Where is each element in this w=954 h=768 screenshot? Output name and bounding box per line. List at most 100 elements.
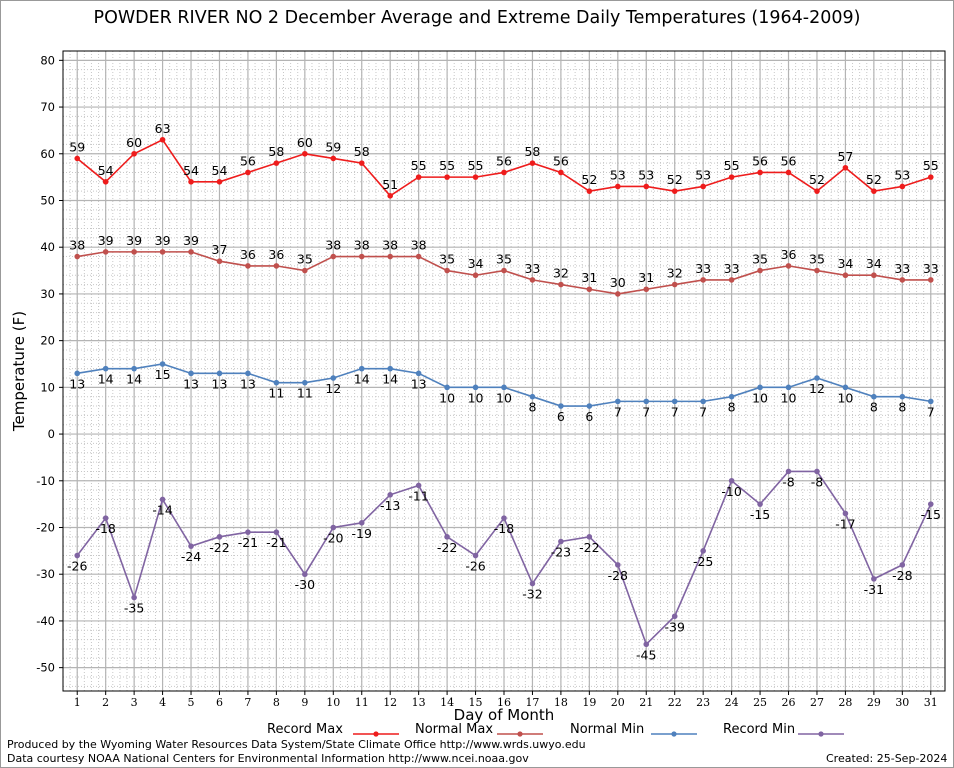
- data-label-normal-min: 7: [671, 404, 679, 419]
- x-tick-label: 9: [301, 696, 308, 709]
- x-tick-label: 11: [355, 696, 369, 709]
- data-point-record-max: [415, 174, 422, 180]
- data-point-record-max: [842, 164, 849, 171]
- data-label-normal-max: 39: [183, 233, 199, 248]
- data-label-normal-min: 10: [468, 390, 484, 405]
- data-point-record-min: [102, 515, 109, 521]
- x-tick-label: 23: [696, 696, 710, 709]
- data-point-record-min: [700, 548, 706, 554]
- data-point-record-min: [415, 482, 422, 489]
- data-label-record-min: -45: [636, 647, 656, 662]
- x-tick-label: 28: [838, 696, 852, 709]
- data-point-normal-max: [216, 258, 223, 265]
- x-tick-label: 22: [668, 696, 682, 709]
- data-label-record-max: 52: [667, 172, 683, 187]
- data-label-normal-max: 36: [240, 247, 256, 262]
- data-label-record-min: -8: [782, 474, 795, 489]
- data-label-normal-min: 13: [212, 376, 228, 391]
- data-label-record-min: -17: [835, 516, 855, 531]
- legend-swatch-normal-max: [497, 731, 543, 737]
- data-label-record-min: -31: [864, 582, 884, 597]
- data-label-normal-max: 39: [126, 233, 142, 248]
- data-label-normal-max: 31: [638, 270, 654, 285]
- data-point-record-max: [785, 169, 792, 176]
- data-point-normal-max: [501, 267, 507, 274]
- data-point-record-min: [159, 496, 166, 503]
- data-point-normal-min: [216, 370, 223, 377]
- data-point-record-min: [757, 501, 763, 507]
- data-point-normal-min: [387, 365, 393, 372]
- data-label-record-min: -20: [323, 530, 343, 545]
- data-label-normal-max: 34: [837, 256, 853, 271]
- data-point-normal-max: [615, 291, 621, 297]
- data-label-record-max: 54: [183, 163, 199, 178]
- series-layer: [74, 136, 934, 648]
- data-point-record-min: [188, 543, 194, 549]
- data-label-record-max: 52: [581, 172, 597, 187]
- x-tick-label: 14: [440, 696, 454, 709]
- data-point-normal-max: [899, 277, 906, 283]
- x-tick-label: 6: [216, 696, 223, 709]
- data-point-record-max: [387, 193, 393, 199]
- footer-produced-by: Produced by the Wyoming Water Resources …: [7, 738, 586, 751]
- data-point-normal-min: [899, 393, 906, 400]
- data-label-normal-max: 35: [439, 252, 455, 267]
- data-label-normal-max: 38: [411, 238, 427, 253]
- x-tick-label: 27: [810, 696, 824, 709]
- data-label-record-max: 56: [553, 153, 569, 168]
- data-label-normal-min: 14: [382, 372, 398, 387]
- data-point-normal-max: [74, 253, 81, 260]
- data-label-normal-max: 38: [354, 238, 370, 253]
- data-point-normal-max: [927, 277, 934, 283]
- data-point-normal-min: [501, 384, 507, 391]
- data-point-normal-max: [842, 272, 849, 279]
- data-point-record-min: [871, 576, 877, 582]
- x-tick-label: 15: [469, 696, 483, 709]
- data-point-normal-max: [785, 263, 792, 269]
- data-point-normal-min: [586, 403, 593, 409]
- data-label-record-max: 59: [69, 139, 85, 154]
- data-point-record-max: [757, 169, 763, 176]
- data-label-normal-min: 8: [528, 400, 536, 415]
- data-point-record-min: [358, 520, 365, 526]
- x-tick-label: 17: [525, 696, 539, 709]
- data-point-normal-min: [728, 393, 735, 400]
- data-label-record-max: 52: [809, 172, 825, 187]
- data-label-record-max: 55: [724, 158, 740, 173]
- data-label-normal-max: 39: [98, 233, 114, 248]
- data-point-normal-max: [700, 277, 706, 283]
- data-point-record-max: [871, 188, 877, 194]
- data-label-normal-min: 7: [642, 404, 650, 419]
- data-point-record-max: [273, 160, 280, 166]
- data-point-record-min: [529, 580, 536, 587]
- y-tick-label: 80: [40, 53, 55, 67]
- data-point-record-min: [842, 510, 849, 517]
- data-label-normal-max: 38: [69, 238, 85, 253]
- data-point-normal-max: [273, 263, 280, 269]
- data-point-normal-min: [245, 370, 251, 377]
- y-tick-label: 70: [40, 100, 55, 114]
- data-label-normal-min: 8: [898, 400, 906, 415]
- data-point-normal-max: [814, 267, 820, 274]
- data-point-record-max: [102, 179, 109, 185]
- data-label-record-min: -14: [152, 502, 172, 517]
- data-point-normal-max: [102, 249, 109, 255]
- data-point-record-min: [558, 538, 564, 545]
- data-point-normal-min: [358, 365, 365, 372]
- data-point-record-max: [245, 169, 251, 176]
- data-point-normal-max: [871, 272, 877, 279]
- data-point-normal-min: [74, 370, 81, 377]
- data-label-normal-max: 36: [268, 247, 284, 262]
- data-point-normal-max: [330, 253, 337, 260]
- data-label-record-max: 53: [638, 167, 654, 182]
- data-point-normal-min: [757, 384, 763, 391]
- data-label-normal-max: 35: [496, 252, 512, 267]
- x-tick-label: 24: [725, 696, 739, 709]
- data-label-record-min: -13: [380, 498, 400, 513]
- data-label-record-max: 53: [610, 167, 626, 182]
- data-label-record-min: -26: [67, 559, 87, 574]
- legend-label-normal-max: Normal Max: [415, 722, 494, 737]
- data-point-record-min: [899, 562, 906, 568]
- data-label-normal-max: 32: [667, 266, 683, 281]
- data-label-normal-min: 15: [155, 367, 171, 382]
